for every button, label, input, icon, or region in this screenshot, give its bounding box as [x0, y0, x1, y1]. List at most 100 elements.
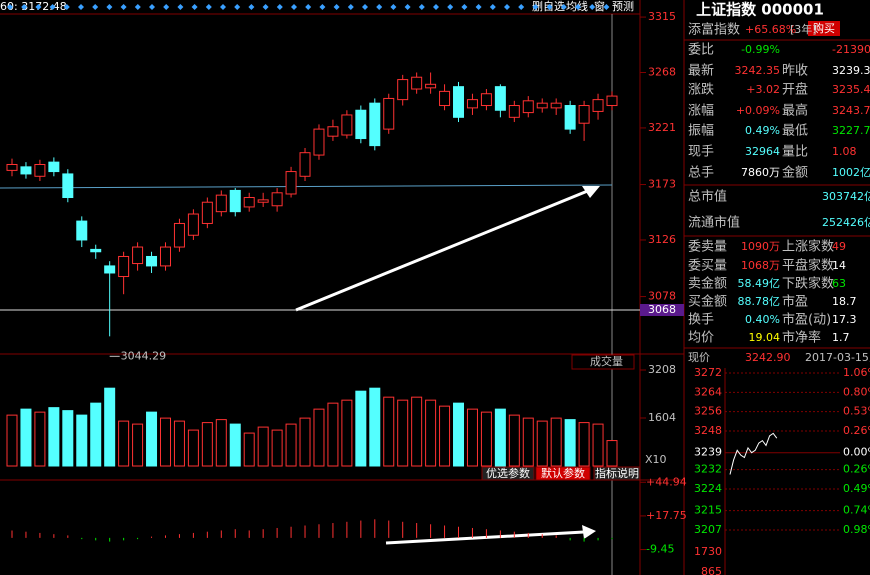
volume-bar — [494, 408, 506, 467]
dot-marker — [276, 4, 283, 10]
quote-label: 量比 — [782, 145, 808, 160]
volume-tab[interactable] — [571, 354, 635, 370]
volume-bar — [411, 396, 423, 467]
dot-marker — [504, 4, 510, 10]
volume-bar — [397, 399, 409, 467]
volume-bar — [578, 422, 590, 467]
volume-bar — [20, 408, 32, 467]
volume-bar — [173, 420, 185, 467]
toolbar-button[interactable]: 预测 — [612, 0, 634, 13]
volume-bar — [425, 399, 437, 467]
pct-tick-label: 1.06% — [843, 366, 870, 379]
dot-marker — [390, 4, 397, 10]
quote-value: 32964 — [745, 145, 780, 158]
quote-label: 平盘家数 — [782, 258, 834, 274]
dot-marker — [92, 4, 99, 10]
candle-body — [215, 194, 227, 213]
y-tick-label: 3239 — [694, 446, 722, 459]
dot-marker — [518, 4, 525, 10]
now-price: 3242.90 — [745, 351, 791, 364]
candle-body — [411, 76, 423, 90]
candle-body — [146, 255, 158, 267]
buy-button[interactable] — [808, 21, 840, 36]
quote-value: 19.04 — [749, 331, 781, 344]
quote-value: 3235.40 — [832, 83, 870, 96]
candle-body — [369, 102, 381, 147]
candle-body — [76, 220, 88, 241]
y-tick-label: 3126 — [648, 233, 676, 246]
candle-body — [159, 246, 171, 267]
ma-label: 60: 3172.48 — [0, 0, 67, 13]
quote-value: 1090万 — [741, 240, 780, 253]
volume-bar — [229, 423, 241, 467]
volume-bar — [257, 426, 269, 467]
volume-bar — [6, 414, 18, 467]
y-tick-label: 1604 — [648, 411, 676, 424]
param-button-label[interactable]: 默认参数 — [541, 466, 585, 480]
candle-body — [327, 126, 339, 137]
dot-marker — [163, 4, 170, 10]
dot-marker — [461, 4, 468, 10]
quote-label: 委比 — [688, 43, 714, 58]
candle-body — [285, 171, 297, 195]
candle-body — [341, 114, 353, 136]
candle-body — [439, 90, 451, 107]
param-button[interactable] — [593, 466, 641, 481]
volume-bar — [146, 411, 158, 467]
volume-bar — [159, 417, 171, 467]
param-button-label[interactable]: 优选参数 — [486, 466, 530, 480]
volume-bar — [76, 414, 88, 467]
volume-bar — [132, 423, 144, 467]
buy-label[interactable]: 购买 — [813, 21, 835, 35]
pct-tick-label: 0.53% — [843, 405, 870, 418]
candle-body — [34, 163, 46, 177]
candle-body — [425, 83, 437, 89]
dot-marker — [191, 4, 198, 10]
dot-marker — [120, 4, 127, 10]
candle-body — [453, 86, 465, 118]
volume-bar — [383, 396, 395, 467]
quote-label: 市盈(动) — [782, 312, 831, 328]
toolbar-button[interactable]: 窗 — [594, 0, 605, 13]
param-button[interactable] — [481, 466, 535, 481]
pct-tick-label: 0.74% — [843, 504, 870, 517]
volume-bar — [90, 402, 102, 467]
now-label: 现价 — [688, 351, 710, 364]
quote-label: 现手 — [688, 145, 714, 160]
dot-marker — [560, 4, 567, 10]
volume-bar — [536, 420, 548, 467]
dot-marker — [205, 4, 212, 10]
volume-tab-label[interactable]: 成交量 — [590, 354, 623, 368]
volume-unit: X10 — [645, 453, 667, 466]
arrow — [385, 530, 585, 545]
dot-marker — [234, 4, 241, 10]
dot-marker — [404, 4, 411, 10]
dot-marker — [489, 4, 496, 10]
quote-label: 换手 — [688, 313, 714, 328]
price-tag-label: 3068 — [648, 303, 676, 316]
volume-bar — [201, 422, 213, 467]
y-tick-label: 3173 — [648, 178, 676, 191]
quote-value: 3242.35 — [735, 64, 781, 77]
quote-value: 252426亿 — [822, 216, 870, 229]
fund-return: +65.68% — [745, 23, 796, 36]
y-tick-label: 3264 — [694, 385, 722, 398]
quote-label: 总市值 — [688, 189, 727, 205]
volume-bar — [62, 410, 74, 467]
candle-body — [48, 161, 60, 173]
pct-tick-label: 0.80% — [843, 385, 870, 398]
volume-bar — [439, 405, 451, 467]
param-button[interactable] — [535, 466, 591, 481]
y-tick-label: 3232 — [694, 463, 722, 476]
dot-marker — [177, 4, 184, 10]
quote-value: 49 — [832, 240, 846, 253]
dot-marker — [305, 4, 312, 10]
volume-bar — [522, 417, 534, 467]
quote-value: -0.99% — [741, 43, 780, 56]
dot-marker — [433, 4, 439, 10]
candle-body — [299, 152, 311, 177]
volume-bar — [355, 390, 367, 467]
param-button-label[interactable]: 指标说明 — [595, 466, 639, 480]
y-tick-label: -9.45 — [646, 543, 674, 556]
dot-marker — [106, 4, 113, 10]
